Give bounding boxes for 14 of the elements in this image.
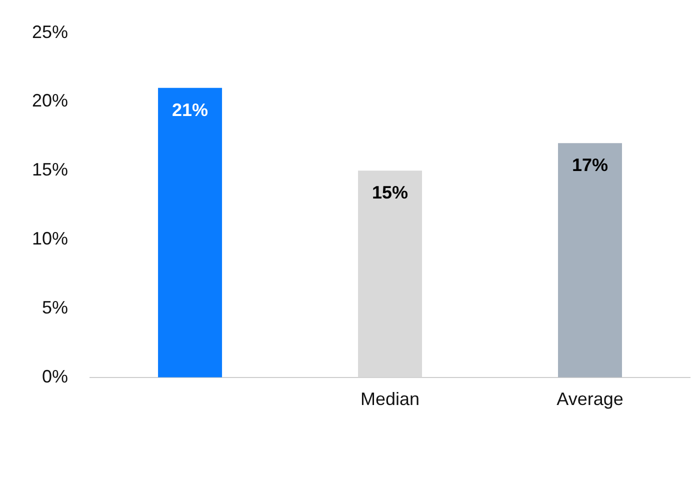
data-label: 17% — [572, 155, 608, 176]
bar — [558, 143, 622, 378]
x-tick-label: Median — [360, 389, 420, 410]
y-tick-label: 15% — [32, 160, 68, 180]
data-label: 21% — [172, 100, 208, 120]
y-tick-label: 20% — [32, 90, 68, 111]
y-tick-label: 5% — [42, 297, 68, 318]
bar — [358, 170, 422, 378]
bar — [158, 88, 222, 378]
y-tick-label: 0% — [42, 366, 68, 386]
data-label: 15% — [372, 182, 408, 203]
y-tick-label: 10% — [32, 228, 68, 249]
y-tick-label: 25% — [32, 22, 68, 42]
x-tick-label: Average — [556, 389, 624, 410]
